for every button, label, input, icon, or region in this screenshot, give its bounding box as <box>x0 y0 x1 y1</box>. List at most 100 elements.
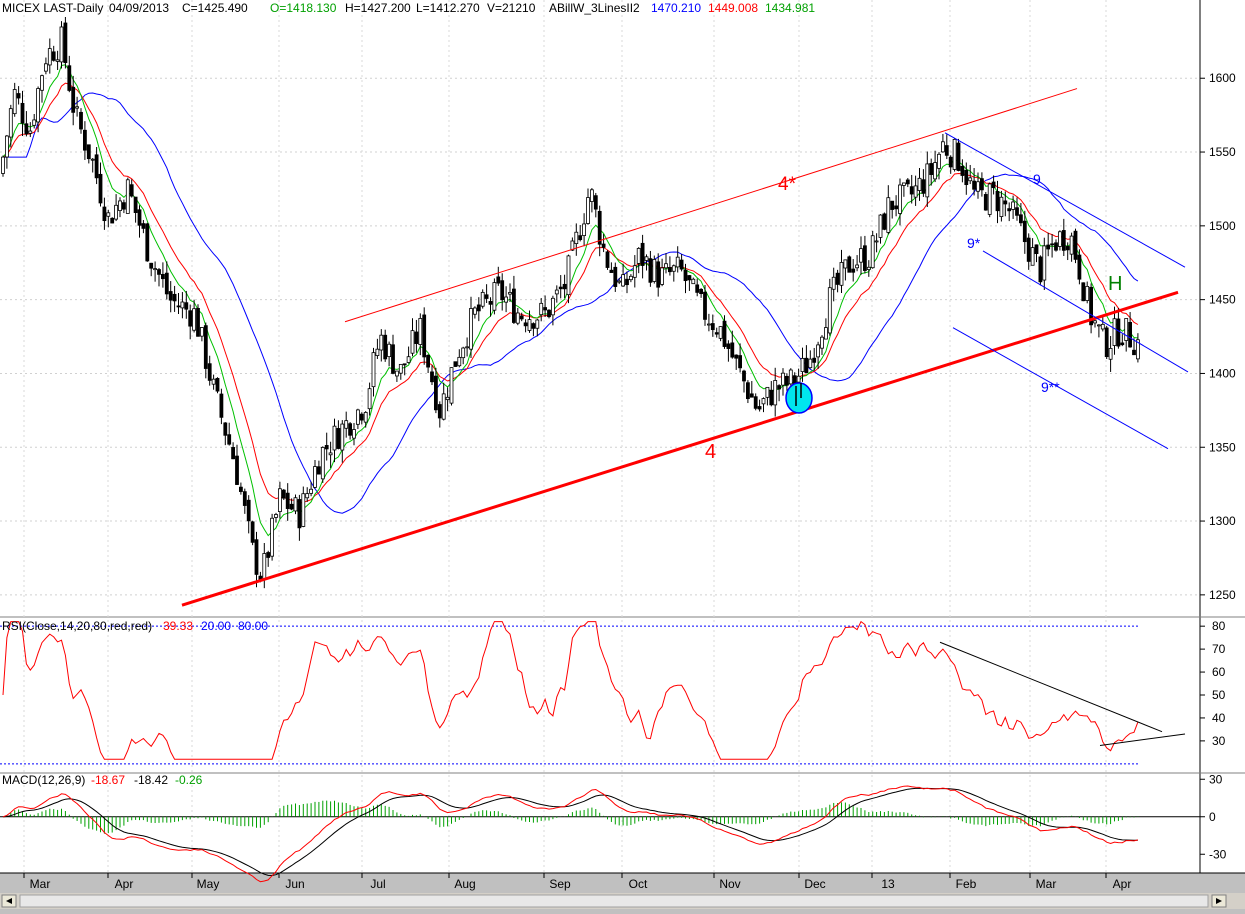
x-tick-label: Sep <box>549 877 571 891</box>
price-bar-body <box>359 413 364 421</box>
price-bar-body <box>597 210 602 245</box>
price-bar-body <box>270 517 275 557</box>
price-bar-body <box>157 269 161 275</box>
price-bar-body <box>644 256 649 261</box>
price-bar-body <box>86 144 91 160</box>
price-bars <box>1 16 1140 589</box>
price-bar-body <box>457 356 462 367</box>
price-bar-body <box>235 455 239 485</box>
price-bar-body <box>465 346 470 349</box>
price-bar-body <box>882 213 887 230</box>
price-bar-body <box>671 265 676 272</box>
price-bar-body <box>878 214 883 238</box>
price-bar-body <box>211 378 216 385</box>
price-bar-body <box>340 423 345 451</box>
price-bar-body <box>948 156 953 168</box>
price-bar-body <box>281 489 286 499</box>
price-bar-body <box>691 278 696 285</box>
price-bar-body <box>262 553 267 580</box>
rsi-tick-label: 80 <box>1212 619 1226 633</box>
price-bar-body <box>63 22 68 64</box>
price-bar-body <box>551 297 555 316</box>
price-bar-body <box>1093 320 1097 324</box>
price-bar-body <box>531 323 536 329</box>
price-bar-body <box>484 294 489 299</box>
macd-tick-label: -30 <box>1209 847 1227 861</box>
price-bar-body <box>929 163 934 175</box>
price-bar-body <box>437 404 442 419</box>
price-bar-body <box>1034 244 1039 255</box>
price-bar-body <box>964 169 969 186</box>
price-bar-body <box>527 319 532 331</box>
price-bar-body <box>441 393 446 420</box>
rsi-tick-label: 30 <box>1212 734 1226 748</box>
scroll-thumb[interactable] <box>19 894 1209 908</box>
price-bar-body <box>192 308 197 331</box>
price-bar-body <box>1019 214 1023 224</box>
price-bar-body <box>176 305 181 308</box>
rsi-low: 20.00 <box>201 619 231 633</box>
price-bar-body <box>976 181 980 192</box>
price-bar-body <box>231 447 236 460</box>
price-bar-body <box>987 183 992 215</box>
price-bar-body <box>469 308 473 350</box>
price-bar-body <box>430 371 434 383</box>
price-bar-body <box>749 393 754 398</box>
price-bar-body <box>79 111 83 130</box>
arrow-left-icon <box>6 898 12 904</box>
close-label: C=1425.490 <box>182 1 248 15</box>
price-bar-body <box>722 320 727 347</box>
price-bar-body <box>535 319 540 329</box>
price-bar-body <box>710 323 715 331</box>
price-bar-body <box>609 269 614 273</box>
price-bar-body <box>788 369 793 385</box>
price-bar-body <box>188 310 193 327</box>
price-bar-body <box>336 428 341 449</box>
price-bar-body <box>890 200 895 210</box>
price-bar-body <box>687 275 692 281</box>
price-bar-body <box>648 258 653 283</box>
price-bar-body <box>496 276 501 284</box>
price-bar-body <box>1128 321 1132 348</box>
price-bar-body <box>582 223 586 236</box>
price-bar-body <box>566 255 571 296</box>
price-bar-body <box>199 327 204 337</box>
price-bar-body <box>328 452 333 456</box>
price-bar-body <box>1003 200 1008 205</box>
x-tick-label: Mar <box>30 877 51 891</box>
x-tick-label: Dec <box>804 877 825 891</box>
label-9-star: 9* <box>967 235 981 251</box>
rsi-tick-label: 40 <box>1212 711 1226 725</box>
price-bar-body <box>738 355 742 369</box>
price-bar-body <box>944 145 949 156</box>
trendline-9 <box>944 132 1186 268</box>
x-axis-ticks: Mar Apr May Jun Jul Aug Sep Oct Nov Dec 13 Feb Mar Ap… <box>23 873 1131 891</box>
price-bar-body <box>652 259 657 282</box>
price-bar-body <box>160 273 165 280</box>
price-bar-body <box>51 51 56 61</box>
price-bar-body <box>660 267 664 285</box>
price-bar-body <box>40 75 44 91</box>
date-label: 04/09/2013 <box>109 1 169 15</box>
price-bar-body <box>118 200 122 211</box>
price-bar-body <box>164 272 169 295</box>
price-bar-body <box>675 256 680 268</box>
label-4: 4 <box>705 441 716 463</box>
trendline-9star <box>982 250 1189 373</box>
price-bar-body <box>67 65 72 91</box>
y-axis-ticks: 1250 1300 1350 1400 1450 1500 1550 1600 30 40 50 60… <box>1200 71 1236 861</box>
price-bar-body <box>1108 348 1113 360</box>
price-bar-body <box>972 180 976 190</box>
price-bar-body <box>757 406 762 410</box>
price-bar-body <box>570 240 575 251</box>
price-bar-body <box>1065 246 1070 251</box>
price-bar-body <box>995 190 1000 212</box>
price-bar-body <box>472 307 477 315</box>
price-bar-body <box>632 265 637 278</box>
price-bar-body <box>133 196 138 213</box>
price-bar-body <box>172 293 177 302</box>
price-bar-body <box>578 235 583 241</box>
horizontal-scrollbar[interactable] <box>0 893 1245 909</box>
price-bar-body <box>839 262 844 286</box>
